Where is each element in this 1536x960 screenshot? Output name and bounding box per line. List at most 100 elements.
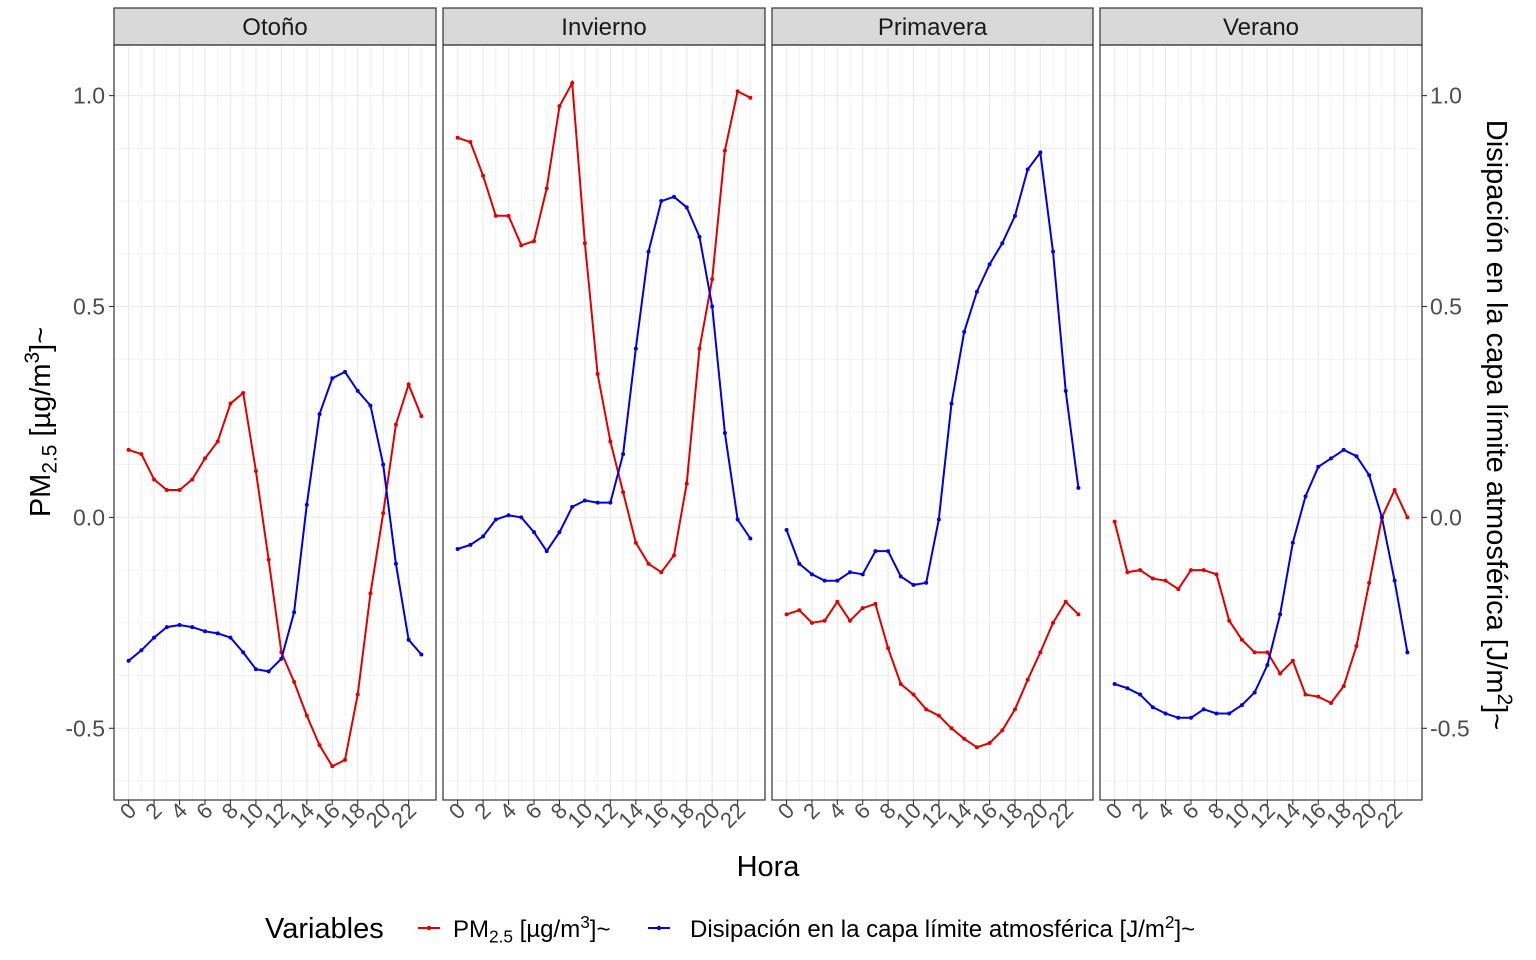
- data-point-dis: [164, 625, 169, 630]
- facet-strip: [771, 7, 1094, 46]
- data-point-pm: [126, 447, 131, 452]
- data-point-pm: [1303, 692, 1308, 697]
- panel-border: [1099, 44, 1423, 801]
- data-point-pm: [1354, 644, 1359, 649]
- series-line-pm: [457, 79, 751, 574]
- data-point-pm: [419, 414, 424, 419]
- series-line-pm: [1113, 487, 1409, 705]
- data-point-pm: [1265, 650, 1270, 655]
- facet-strip: [113, 7, 437, 46]
- data-point-pm: [697, 346, 702, 351]
- data-point-pm: [1150, 576, 1155, 581]
- data-point-dis: [304, 502, 309, 507]
- data-point-dis: [646, 249, 651, 254]
- data-point-pm: [646, 561, 651, 566]
- data-point-dis: [355, 388, 360, 393]
- data-point-dis: [253, 667, 258, 672]
- x-tick-label: 22: [1043, 798, 1078, 833]
- x-tick-label: 0: [115, 798, 141, 824]
- data-point-pm: [1163, 578, 1168, 583]
- data-point-dis: [797, 561, 802, 566]
- data-point-dis: [835, 578, 840, 583]
- legend-pm-label-sup: 3: [580, 912, 590, 932]
- data-point-dis: [697, 234, 702, 239]
- data-point-dis: [1063, 388, 1068, 393]
- data-point-dis: [1176, 715, 1181, 720]
- data-point-dis: [659, 199, 664, 204]
- x-tick-label: 0: [444, 798, 470, 824]
- x-tick-label: 6: [191, 798, 217, 824]
- data-point-dis: [860, 572, 865, 577]
- y-axis-title-mid: [µg/m: [25, 363, 57, 444]
- data-point-pm: [1125, 570, 1130, 575]
- data-point-dis: [848, 570, 853, 575]
- data-point-pm: [1201, 568, 1206, 573]
- y2-axis-title-sup: 2: [1493, 694, 1516, 706]
- y2-axis-title-end: ]~: [1480, 705, 1512, 730]
- legend-pm-label-end: ]~: [590, 916, 611, 943]
- data-point-pm: [1038, 650, 1043, 655]
- data-point-dis: [1163, 711, 1168, 716]
- data-point-pm: [987, 741, 992, 746]
- data-point-pm: [886, 646, 891, 651]
- data-point-pm: [1278, 671, 1283, 676]
- series-line-pm: [128, 381, 423, 768]
- data-point-dis: [1227, 711, 1232, 716]
- data-point-dis: [822, 578, 827, 583]
- data-point-dis: [1303, 494, 1308, 499]
- data-point-dis: [241, 650, 246, 655]
- data-point-dis: [722, 431, 727, 436]
- data-point-dis: [949, 401, 954, 406]
- data-point-dis: [1252, 690, 1257, 695]
- data-point-dis: [203, 629, 207, 634]
- x-tick-label: 2: [798, 798, 824, 824]
- data-point-pm: [1239, 637, 1244, 642]
- data-point-dis: [809, 572, 814, 577]
- data-point-dis: [126, 658, 131, 663]
- data-point-dis: [544, 549, 549, 554]
- data-point-pm: [936, 713, 941, 718]
- facet-panels: Otoño Invierno Primavera Verano: [113, 7, 1423, 801]
- data-point-dis: [215, 631, 220, 636]
- data-point-pm: [659, 570, 664, 575]
- data-point-dis: [873, 549, 878, 554]
- data-point-dis: [1316, 464, 1321, 469]
- x-tick-label: 0: [1101, 798, 1127, 824]
- legend-pm-label-sub: 2.5: [489, 926, 513, 946]
- data-point-pm: [949, 726, 954, 731]
- panel-border: [442, 44, 766, 801]
- data-point-dis: [784, 528, 789, 533]
- data-point-pm: [1290, 658, 1295, 663]
- data-point-pm: [1405, 515, 1410, 520]
- data-point-dis: [1379, 515, 1384, 520]
- y-axis-title: PM2.5 [µg/m3]~: [21, 327, 61, 517]
- x-tick-label: 22: [386, 798, 421, 833]
- y2-tick-label: 0.0: [1430, 504, 1462, 530]
- data-point-dis: [455, 547, 460, 552]
- data-point-pm: [215, 439, 220, 444]
- y-tick-label: 0.0: [73, 504, 105, 530]
- data-point-dis: [1038, 150, 1043, 155]
- data-point-pm: [343, 757, 347, 762]
- y-tick-label: -0.5: [65, 715, 105, 741]
- y-tick-label: 1.0: [73, 83, 105, 109]
- data-point-pm: [241, 390, 246, 395]
- data-point-dis: [1405, 650, 1410, 655]
- data-point-pm: [266, 557, 271, 562]
- facet-strip-label: Primavera: [878, 14, 988, 41]
- data-point-pm: [809, 620, 814, 625]
- legend-pm-label: PM2.5 [µg/m3]~: [453, 912, 610, 946]
- data-point-pm: [152, 477, 157, 482]
- data-point-dis: [924, 580, 929, 585]
- legend-pm-label-mid: [µg/m: [513, 916, 580, 943]
- data-point-pm: [304, 713, 309, 718]
- data-point-pm: [672, 553, 676, 558]
- data-point-dis: [330, 376, 335, 381]
- series-line-pm: [786, 600, 1080, 749]
- data-point-dis: [570, 504, 575, 509]
- data-point-pm: [519, 243, 524, 248]
- y-axis-title-main: PM: [25, 474, 57, 518]
- data-point-dis: [1201, 707, 1206, 712]
- y2-axis-title-main: Disipación en la capa límite atmosférica…: [1480, 120, 1512, 694]
